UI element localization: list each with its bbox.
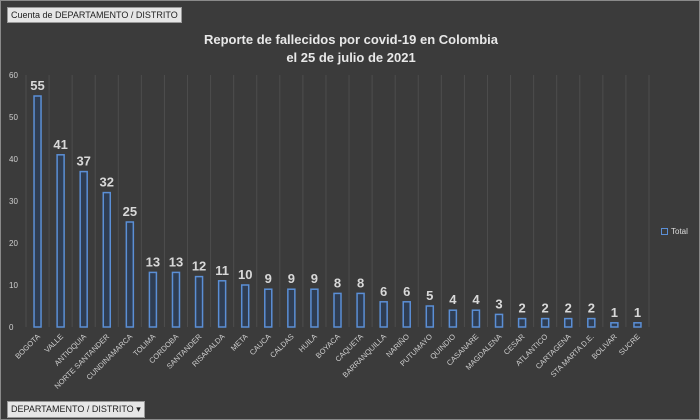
bar bbox=[333, 292, 342, 328]
data-label: 9 bbox=[311, 271, 318, 286]
bar bbox=[125, 221, 135, 328]
x-tick-label: META bbox=[229, 332, 250, 353]
data-label: 6 bbox=[380, 284, 387, 299]
value-field-button[interactable]: Cuenta de DEPARTAMENTO / DISTRITO bbox=[7, 7, 182, 23]
bar bbox=[471, 309, 481, 328]
data-label: 8 bbox=[334, 275, 341, 290]
data-label: 41 bbox=[53, 137, 67, 152]
y-tick-label: 60 bbox=[9, 71, 18, 80]
x-tick-label: BOGOTA bbox=[13, 332, 42, 361]
bar bbox=[448, 309, 458, 328]
value-field-label: Cuenta de DEPARTAMENTO / DISTRITO bbox=[11, 10, 178, 20]
data-label: 2 bbox=[588, 301, 595, 316]
y-tick-label: 50 bbox=[9, 113, 18, 122]
data-label: 25 bbox=[123, 204, 137, 219]
bar bbox=[587, 317, 596, 328]
y-tick-label: 30 bbox=[9, 197, 18, 206]
legend-label: Total bbox=[671, 227, 688, 236]
bar bbox=[563, 317, 573, 328]
data-label: 4 bbox=[472, 292, 480, 307]
chart-title: Reporte de fallecidos por covid-19 en Co… bbox=[203, 32, 498, 47]
chart-subtitle: el 25 de julio de 2021 bbox=[286, 50, 416, 65]
data-label: 9 bbox=[265, 271, 272, 286]
bar bbox=[379, 301, 388, 328]
bar bbox=[310, 288, 319, 328]
data-label: 37 bbox=[76, 154, 90, 169]
bar bbox=[356, 292, 365, 328]
data-label: 12 bbox=[192, 259, 206, 274]
data-label: 2 bbox=[565, 301, 572, 316]
data-label: 32 bbox=[100, 175, 114, 190]
bar bbox=[540, 317, 550, 328]
x-tick-label: BOLIVAR bbox=[590, 332, 619, 361]
bar bbox=[264, 288, 273, 328]
x-tick-label: STA MARTA D.E. bbox=[549, 332, 596, 379]
x-tick-label: SUCRE bbox=[617, 332, 642, 357]
bar bbox=[425, 305, 435, 328]
data-label: 6 bbox=[403, 284, 410, 299]
bar bbox=[79, 170, 88, 328]
legend-swatch bbox=[661, 228, 668, 235]
data-label: 55 bbox=[30, 78, 44, 93]
y-tick-label: 40 bbox=[9, 155, 18, 164]
bar bbox=[240, 284, 250, 328]
bar bbox=[494, 313, 504, 328]
bar bbox=[194, 275, 204, 328]
bar bbox=[102, 191, 112, 328]
bar bbox=[402, 301, 411, 328]
data-label: 1 bbox=[611, 305, 618, 320]
data-label: 13 bbox=[169, 254, 183, 269]
bar bbox=[287, 288, 296, 328]
data-label: 8 bbox=[357, 275, 364, 290]
bar bbox=[56, 154, 65, 328]
legend: Total bbox=[661, 227, 688, 236]
bar bbox=[610, 322, 619, 328]
chart-title-block: Reporte de fallecidos por covid-19 en Co… bbox=[1, 31, 699, 67]
bar bbox=[217, 280, 227, 328]
data-label: 3 bbox=[495, 296, 502, 311]
data-label: 4 bbox=[449, 292, 457, 307]
bar bbox=[633, 322, 642, 328]
y-tick-label: 0 bbox=[9, 323, 14, 332]
axis-field-dropdown[interactable]: DEPARTAMENTO / DISTRITO ▾ bbox=[7, 401, 145, 418]
x-tick-label: CALDAS bbox=[268, 332, 296, 360]
data-label: 2 bbox=[542, 301, 549, 316]
bar bbox=[148, 271, 158, 328]
data-label: 5 bbox=[426, 288, 433, 303]
y-tick-label: 10 bbox=[9, 281, 18, 290]
y-tick-label: 20 bbox=[9, 239, 18, 248]
data-label: 11 bbox=[215, 263, 229, 278]
axis-field-label: DEPARTAMENTO / DISTRITO bbox=[11, 404, 134, 414]
x-tick-label: BARRANQUILLA bbox=[341, 332, 388, 379]
data-label: 9 bbox=[288, 271, 295, 286]
data-label: 10 bbox=[238, 267, 252, 282]
chevron-down-icon: ▾ bbox=[136, 404, 141, 414]
bar bbox=[171, 271, 181, 328]
data-label: 13 bbox=[146, 254, 160, 269]
bar bbox=[517, 317, 527, 328]
data-label: 2 bbox=[518, 301, 525, 316]
bar bbox=[33, 95, 42, 328]
data-label: 1 bbox=[634, 305, 641, 320]
